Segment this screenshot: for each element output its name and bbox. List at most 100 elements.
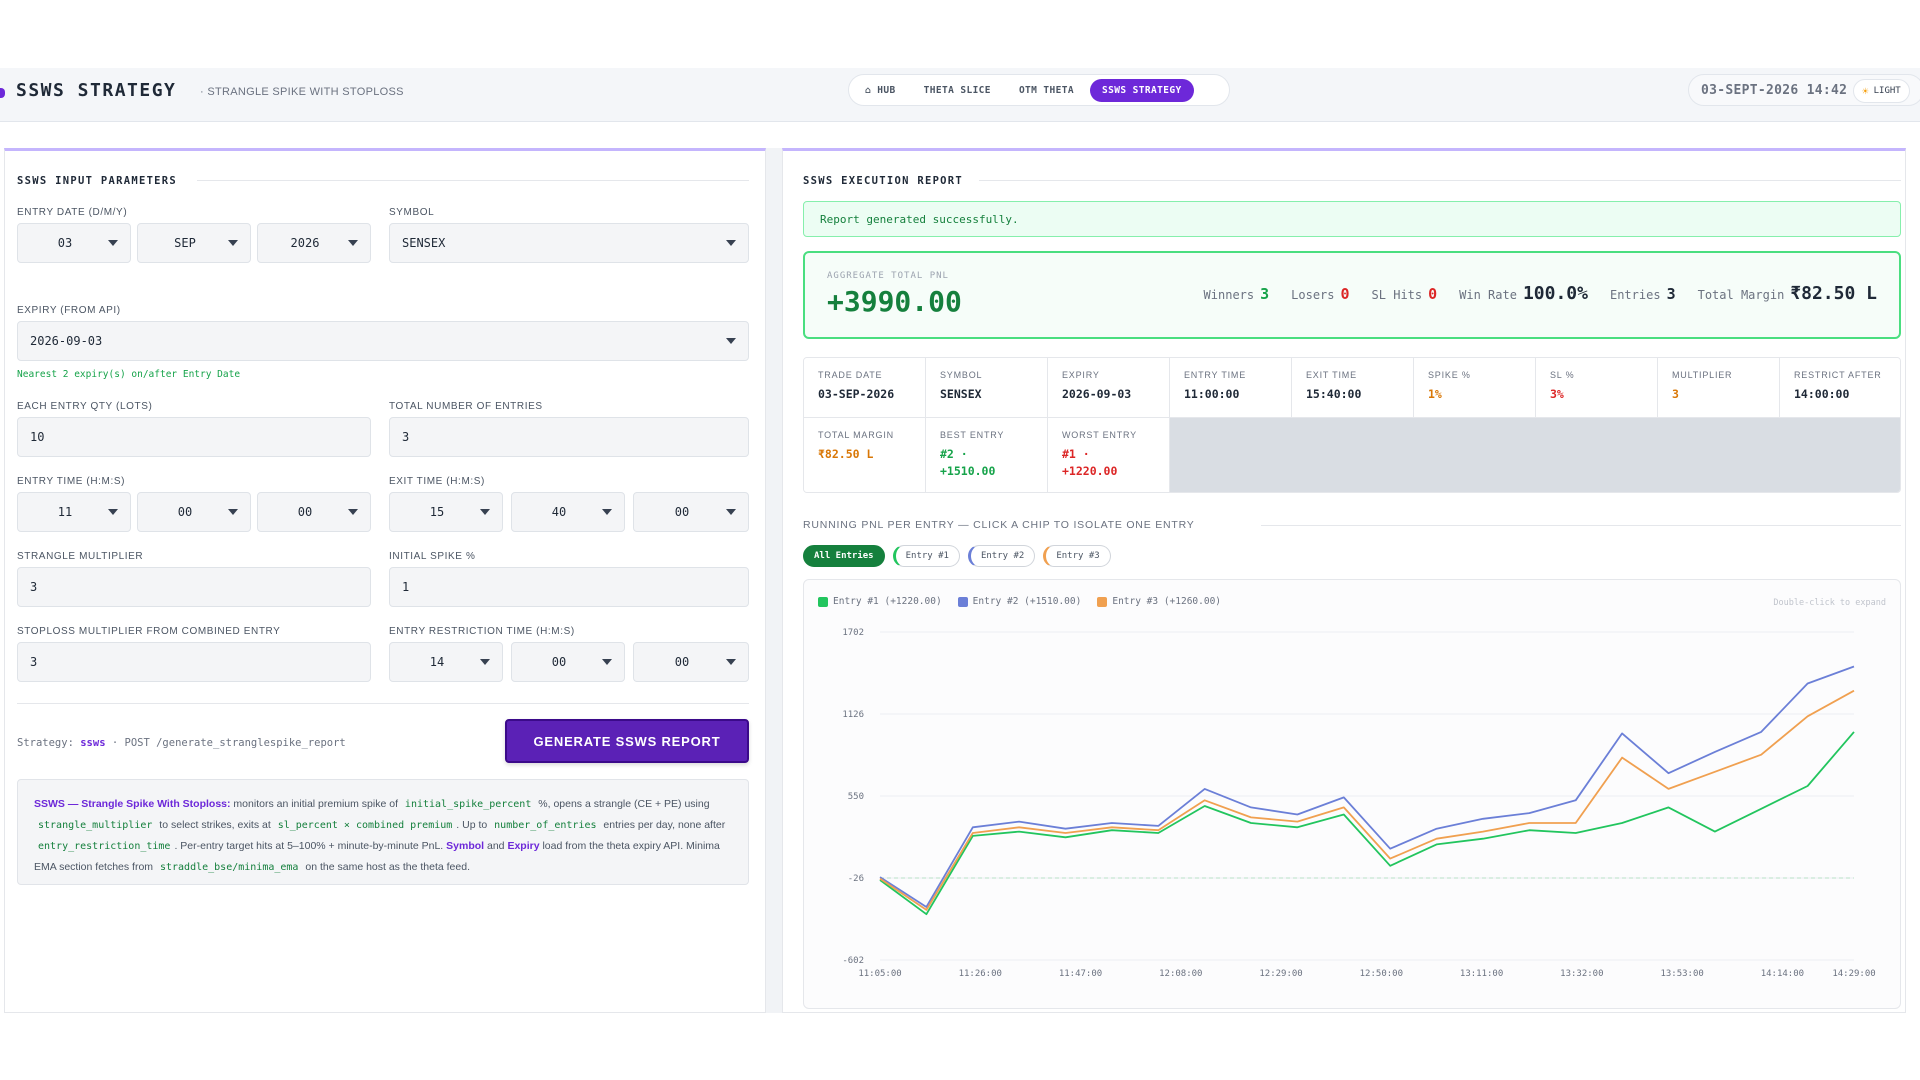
- restrict-second-select[interactable]: 00: [633, 642, 749, 682]
- chevron-down-icon: [726, 240, 736, 246]
- summary-cell-label: SPIKE %: [1428, 370, 1471, 380]
- summary-cell-label: TRADE DATE: [818, 370, 883, 380]
- winners-label: Winners: [1203, 288, 1255, 302]
- legend-label: Entry #3 (+1260.00): [1112, 596, 1222, 607]
- chevron-down-icon: [726, 509, 736, 515]
- restrict-minute-select[interactable]: 00: [511, 642, 625, 682]
- chip-entry-2[interactable]: Entry #2: [967, 545, 1036, 567]
- entries-label: Entries: [1609, 288, 1661, 302]
- entry-hour-select[interactable]: 11: [17, 492, 131, 532]
- multiplier-input[interactable]: 3: [17, 567, 371, 607]
- top-nav: ⌂ HUB THETA SLICE OTM THETA SSWS STRATEGY: [848, 74, 1230, 106]
- x-tick-label: 14:14:00: [1761, 969, 1804, 979]
- entry-date-label: ENTRY DATE (D/M/Y): [17, 207, 128, 218]
- x-tick-label: 11:26:00: [959, 969, 1002, 979]
- theme-toggle-button[interactable]: ☀ LIGHT: [1853, 79, 1910, 103]
- entry-month-select[interactable]: SEP: [137, 223, 251, 263]
- summary-cell-trade-date: TRADE DATE 03-SEP-2026: [804, 358, 926, 418]
- info-title: SSWS — Strangle Spike With Stoploss:: [34, 798, 231, 810]
- endpoint-path: · POST /generate_stranglespike_report: [111, 737, 346, 749]
- chevron-down-icon: [480, 659, 490, 665]
- summary-cell-spike: SPIKE % 1%: [1414, 358, 1536, 418]
- exit-hour-select[interactable]: 15: [389, 492, 503, 532]
- legend-swatch: [1097, 596, 1108, 607]
- spike-label: INITIAL SPIKE %: [389, 551, 476, 562]
- series-line: [879, 689, 1855, 911]
- pnl-chart[interactable]: 1702 1126 550 -26 -602 11:05:00 11:26:00 11:47:…: [803, 579, 1901, 1009]
- spike-value: 1: [402, 580, 410, 594]
- chip-all-entries[interactable]: All Entries: [803, 545, 885, 567]
- nav-item-ssws-strategy[interactable]: SSWS STRATEGY: [1090, 78, 1194, 102]
- legend-swatch: [818, 596, 828, 607]
- clock: 03-SEPT-2026 14:42: [1701, 83, 1848, 98]
- exit-second-select[interactable]: 00: [633, 492, 749, 532]
- chip-entry-3[interactable]: Entry #3: [1043, 545, 1111, 567]
- x-tick-label: 13:53:00: [1660, 969, 1703, 979]
- x-tick-label: 14:29:00: [1832, 969, 1875, 979]
- spike-input[interactable]: 1: [389, 567, 749, 607]
- x-tick-label: 12:29:00: [1259, 969, 1302, 979]
- symbol-label: SYMBOL: [389, 207, 435, 218]
- summary-cell-value: 11:00:00: [1184, 387, 1240, 401]
- legend-item: Entry #2 (+1510.00): [957, 596, 1081, 607]
- page-title: SSWS STRATEGY: [16, 80, 177, 101]
- entry-day-select[interactable]: 03: [17, 223, 131, 263]
- restrict-hour-select[interactable]: 14: [389, 642, 503, 682]
- x-tick-label: 12:08:00: [1159, 969, 1202, 979]
- expiry-select[interactable]: 2026-09-03: [17, 321, 749, 361]
- y-tick-label: 1126: [842, 710, 864, 720]
- entry-hour-value: 11: [57, 505, 73, 519]
- restriction-label: ENTRY RESTRICTION TIME (H:M:S): [389, 626, 575, 637]
- chart-plot: 1702 1126 550 -26 -602 11:05:00 11:26:00 11:47:…: [842, 628, 1875, 979]
- generate-report-button[interactable]: GENERATE SSWS REPORT: [505, 719, 749, 763]
- clock-pill: 03-SEPT-2026 14:42 ☀ LIGHT: [1688, 74, 1920, 106]
- entries-value: 3: [1666, 285, 1676, 303]
- exit-minute-select[interactable]: 40: [511, 492, 625, 532]
- losers-label: Losers: [1291, 288, 1335, 302]
- symbol-select[interactable]: SENSEX: [389, 223, 749, 263]
- summary-cell-multiplier: MULTIPLIER 3: [1658, 358, 1780, 418]
- info-code: entry_restriction_time: [38, 841, 171, 852]
- chevron-down-icon: [602, 659, 612, 665]
- summary-cell-restrict-after: RESTRICT AFTER 14:00:00: [1780, 358, 1900, 418]
- chevron-down-icon: [228, 509, 238, 515]
- strategy-prefix: Strategy:: [17, 737, 74, 749]
- summary-cell-worst-entry: WORST ENTRY #1 · +1220.00: [1048, 418, 1170, 492]
- margin-value: ₹82.50 L: [1790, 283, 1877, 304]
- legend-item: Entry #1 (+1220.00): [818, 596, 942, 607]
- nav-item-theta-slice[interactable]: THETA SLICE: [923, 84, 991, 96]
- nav-item-hub[interactable]: ⌂ HUB: [865, 84, 896, 96]
- summary-cell-label: EXPIRY: [1062, 370, 1100, 380]
- restrict-minute-value: 00: [551, 655, 567, 669]
- entry-second-select[interactable]: 00: [257, 492, 371, 532]
- entries-input[interactable]: 3: [389, 417, 749, 457]
- chip-entry-1[interactable]: Entry #1: [892, 545, 960, 567]
- info-text: monitors an initial premium spike of: [230, 798, 401, 810]
- info-text: . Up to: [456, 819, 491, 831]
- multiplier-label: STRANGLE MULTIPLIER: [17, 551, 144, 562]
- y-tick-label: -26: [848, 874, 864, 884]
- chevron-down-icon: [602, 509, 612, 515]
- chevron-down-icon: [726, 659, 736, 665]
- x-tick-label: 13:11:00: [1460, 969, 1503, 979]
- info-code: number_of_entries: [494, 820, 597, 831]
- nav-item-otm-theta[interactable]: OTM THETA: [1018, 84, 1075, 96]
- summary-cell-value: SENSEX: [940, 387, 982, 401]
- slhits-label: SL Hits: [1371, 288, 1423, 302]
- info-keyword: Symbol: [446, 840, 485, 852]
- stoploss-input[interactable]: 3: [17, 642, 371, 682]
- stats-row: Winners 3 Losers 0 SL Hits 0 Win Rate 100.0%…: [1204, 283, 1877, 304]
- chevron-down-icon: [480, 509, 490, 515]
- strategy-name: ssws: [80, 737, 106, 749]
- entry-year-select[interactable]: 2026: [257, 223, 371, 263]
- qty-input[interactable]: 10: [17, 417, 371, 457]
- summary-cell-label: ENTRY TIME: [1184, 370, 1247, 380]
- y-tick-label: 1702: [842, 628, 864, 638]
- entry-minute-select[interactable]: 00: [137, 492, 251, 532]
- qty-label: EACH ENTRY QTY (LOTS): [17, 401, 153, 412]
- summary-cell-value: #1 · +1220.00: [1062, 447, 1118, 478]
- aggregate-label: AGGREGATE TOTAL PNL: [827, 271, 949, 281]
- summary-grid-filler: [1170, 418, 1900, 492]
- entry-chips: All Entries Entry #1 Entry #2 Entry #3: [803, 545, 1111, 567]
- section-divider: [197, 180, 749, 181]
